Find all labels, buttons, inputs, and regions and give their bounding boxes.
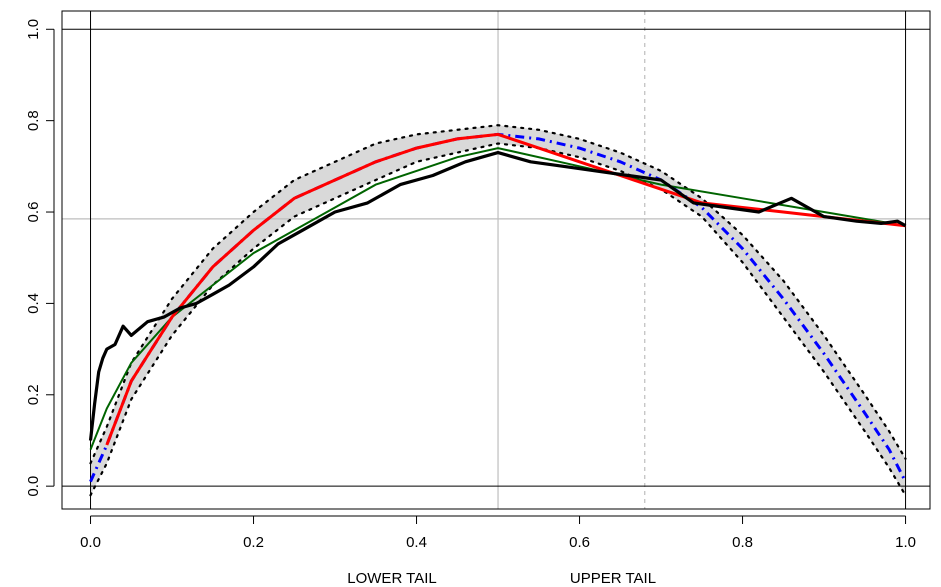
upper-tail-label: UPPER TAIL [570,570,656,587]
series-empirical-line [88,151,907,441]
y-tick-label: 0.4 [25,293,42,314]
x-tick-label: 0.2 [243,534,264,551]
lower-tail-label: LOWER TAIL [347,570,436,587]
x-tick-label: 0.8 [732,534,753,551]
x-tick-label: 0.0 [80,534,101,551]
x-tick-label: 0.6 [569,534,590,551]
series-upper-envelope-line [89,124,907,465]
x-tick-label: 0.4 [406,534,427,551]
series-layer [88,124,907,497]
y-tick-label: 0.6 [25,202,42,223]
x-tick-label: 1.0 [895,534,916,551]
y-tick-label: 0.2 [25,384,42,405]
y-axis: 0.0 0.2 0.4 0.6 0.8 1.0 [25,19,55,497]
y-tick-label: 1.0 [25,19,42,40]
x-axis: 0.0 0.2 0.4 0.6 0.8 1.0 [80,515,916,551]
series-red-line [105,132,906,446]
y-tick-label: 0.0 [25,476,42,497]
plot-frame [61,10,931,510]
y-tick-label: 0.8 [25,110,42,131]
series-green-line [89,147,906,450]
